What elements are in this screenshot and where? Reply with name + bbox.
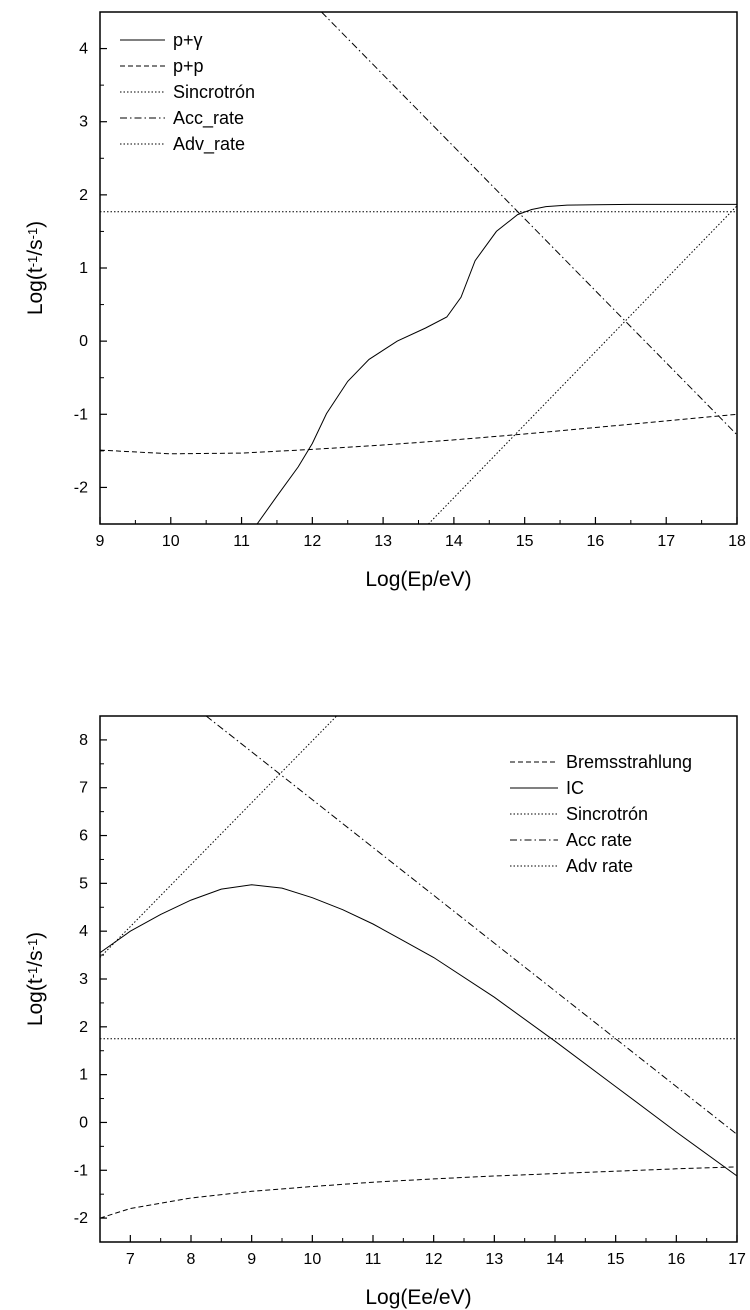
series-line-1: [100, 1166, 737, 1219]
x-axis-label: Log(Ep/eV): [365, 568, 471, 591]
legend-entry: p+p: [173, 56, 204, 76]
legend-entry: Sincrotrón: [173, 82, 255, 102]
plot-frame: [99, 715, 738, 1243]
y-tick-label: 1: [79, 1067, 88, 1084]
y-tick-label: 4: [79, 923, 88, 940]
x-tick-label: 9: [96, 533, 105, 550]
x-tick-label: 17: [657, 533, 675, 550]
series-line-4: [205, 716, 737, 1135]
legend-entry: p+γ: [173, 30, 203, 50]
x-tick-label: 11: [365, 1251, 382, 1268]
y-tick-label: -2: [74, 1210, 88, 1227]
x-tick-label: 11: [233, 533, 250, 550]
y-tick-label: 0: [79, 333, 88, 350]
series-line-3: [100, 716, 337, 958]
x-tick-label: 16: [667, 1251, 685, 1268]
y-tick-label: 8: [79, 732, 88, 749]
x-tick-label: 7: [126, 1251, 135, 1268]
y-tick-label: 3: [79, 114, 88, 131]
y-tick-label: -2: [74, 479, 88, 496]
y-tick-label: 6: [79, 828, 88, 845]
y-tick-label: 1: [79, 260, 88, 277]
series-line-1: [256, 203, 737, 524]
legend-entry: Sincrotrón: [566, 804, 648, 824]
legend-entry: Acc rate: [566, 830, 632, 850]
x-tick-label: 14: [445, 533, 463, 550]
series-line-2: [100, 884, 737, 1177]
x-tick-label: 16: [587, 533, 605, 550]
y-axis-label: Log(t-1/s-1): [24, 221, 47, 315]
y-tick-label: -1: [74, 406, 88, 423]
x-tick-label: 13: [485, 1251, 503, 1268]
chart-1: 9 10 11 12 13 14 15 16 17 18-2-101234Log(Ep/eV)Lo…: [24, 11, 746, 591]
y-tick-label: 3: [79, 971, 88, 988]
legend-entry: Acc_rate: [173, 108, 244, 129]
legend-entry: IC: [566, 778, 584, 798]
x-tick-label: 15: [607, 1251, 625, 1268]
series-line-3: [428, 205, 737, 524]
series-line-4: [321, 12, 737, 436]
y-tick-label: 0: [79, 1114, 88, 1131]
legend-entry: Bremsstrahlung: [566, 752, 692, 772]
x-tick-label: 15: [516, 533, 534, 550]
x-tick-label: 12: [425, 1251, 443, 1268]
legend-entry: Adv rate: [566, 856, 633, 876]
x-tick-label: 10: [303, 1251, 321, 1268]
legend-entry: Adv_rate: [173, 134, 245, 155]
x-tick-label: 12: [303, 533, 321, 550]
x-tick-label: 18: [728, 533, 746, 550]
x-tick-label: 10: [162, 533, 180, 550]
y-tick-label: 2: [79, 1019, 88, 1036]
x-axis-label: Log(Ee/eV): [365, 1286, 471, 1309]
y-axis-label: Log(t-1/s-1): [24, 932, 47, 1026]
y-tick-label: 5: [79, 875, 88, 892]
y-tick-label: 4: [79, 41, 88, 58]
y-tick-label: 7: [79, 780, 88, 797]
x-tick-label: 14: [546, 1251, 564, 1268]
x-tick-label: 17: [728, 1251, 746, 1268]
y-tick-label: 2: [79, 187, 88, 204]
y-tick-label: -1: [74, 1162, 88, 1179]
x-tick-label: 8: [187, 1251, 196, 1268]
x-tick-label: 9: [247, 1251, 256, 1268]
series-line-2: [100, 413, 737, 455]
chart-2: 7 8 9 10 11 12 13 14 15 16 17-2-1012345678Log(Ee/e…: [24, 715, 746, 1309]
x-tick-label: 13: [374, 533, 392, 550]
